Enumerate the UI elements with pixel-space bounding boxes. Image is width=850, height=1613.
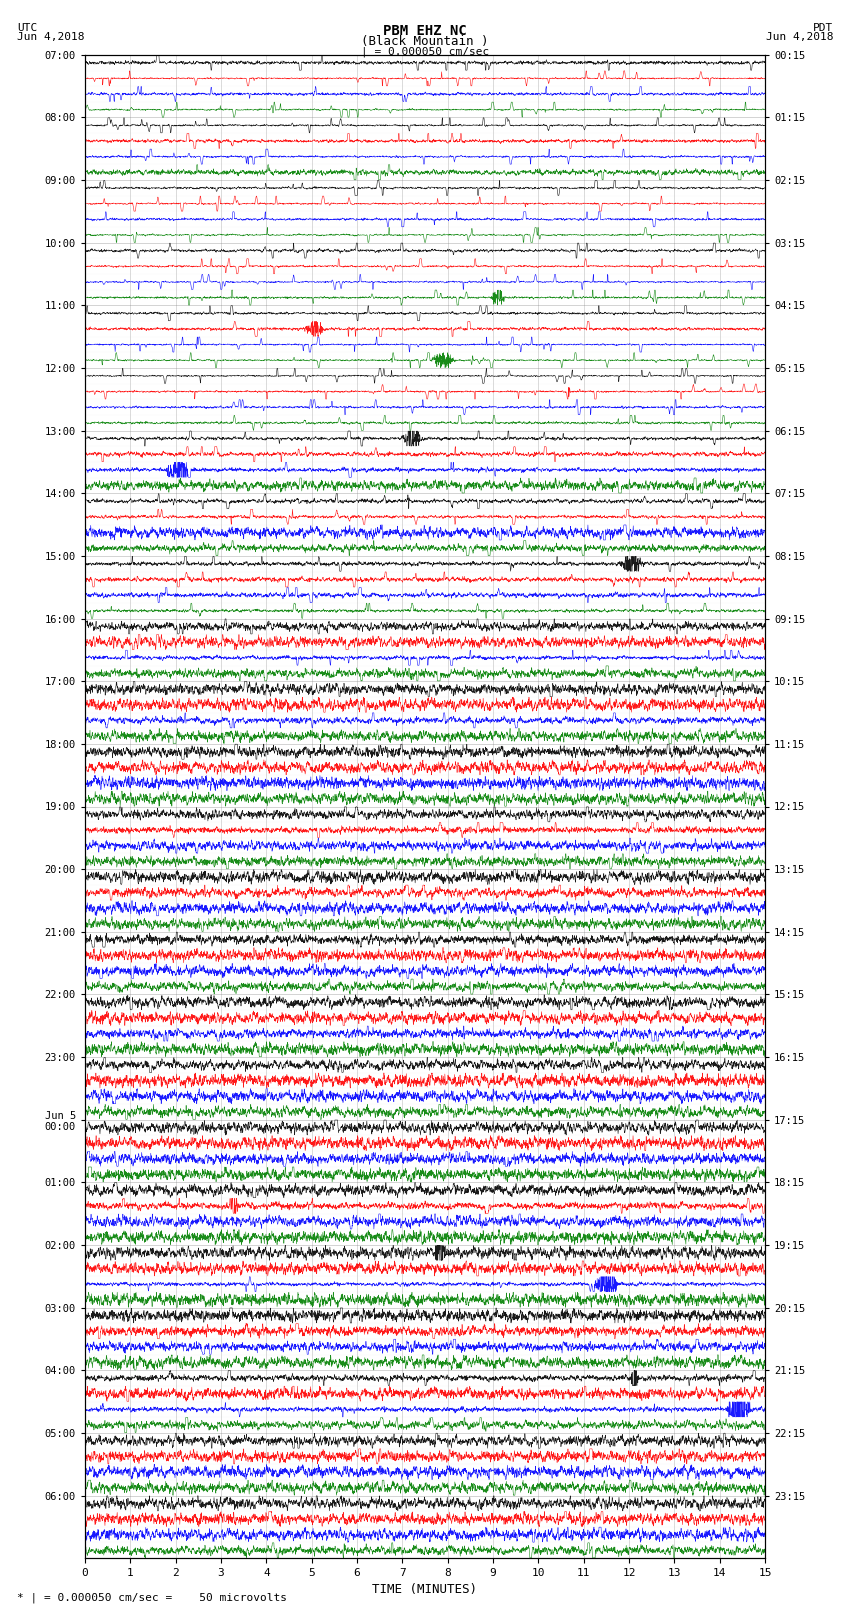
Text: (Black Mountain ): (Black Mountain ) bbox=[361, 35, 489, 48]
Text: * | = 0.000050 cm/sec =    50 microvolts: * | = 0.000050 cm/sec = 50 microvolts bbox=[17, 1592, 287, 1603]
Text: Jun 4,2018: Jun 4,2018 bbox=[17, 32, 84, 42]
Text: PBM EHZ NC: PBM EHZ NC bbox=[383, 24, 467, 39]
Text: UTC: UTC bbox=[17, 23, 37, 32]
Text: | = 0.000050 cm/sec: | = 0.000050 cm/sec bbox=[361, 47, 489, 58]
Text: PDT: PDT bbox=[813, 23, 833, 32]
X-axis label: TIME (MINUTES): TIME (MINUTES) bbox=[372, 1584, 478, 1597]
Text: Jun 4,2018: Jun 4,2018 bbox=[766, 32, 833, 42]
